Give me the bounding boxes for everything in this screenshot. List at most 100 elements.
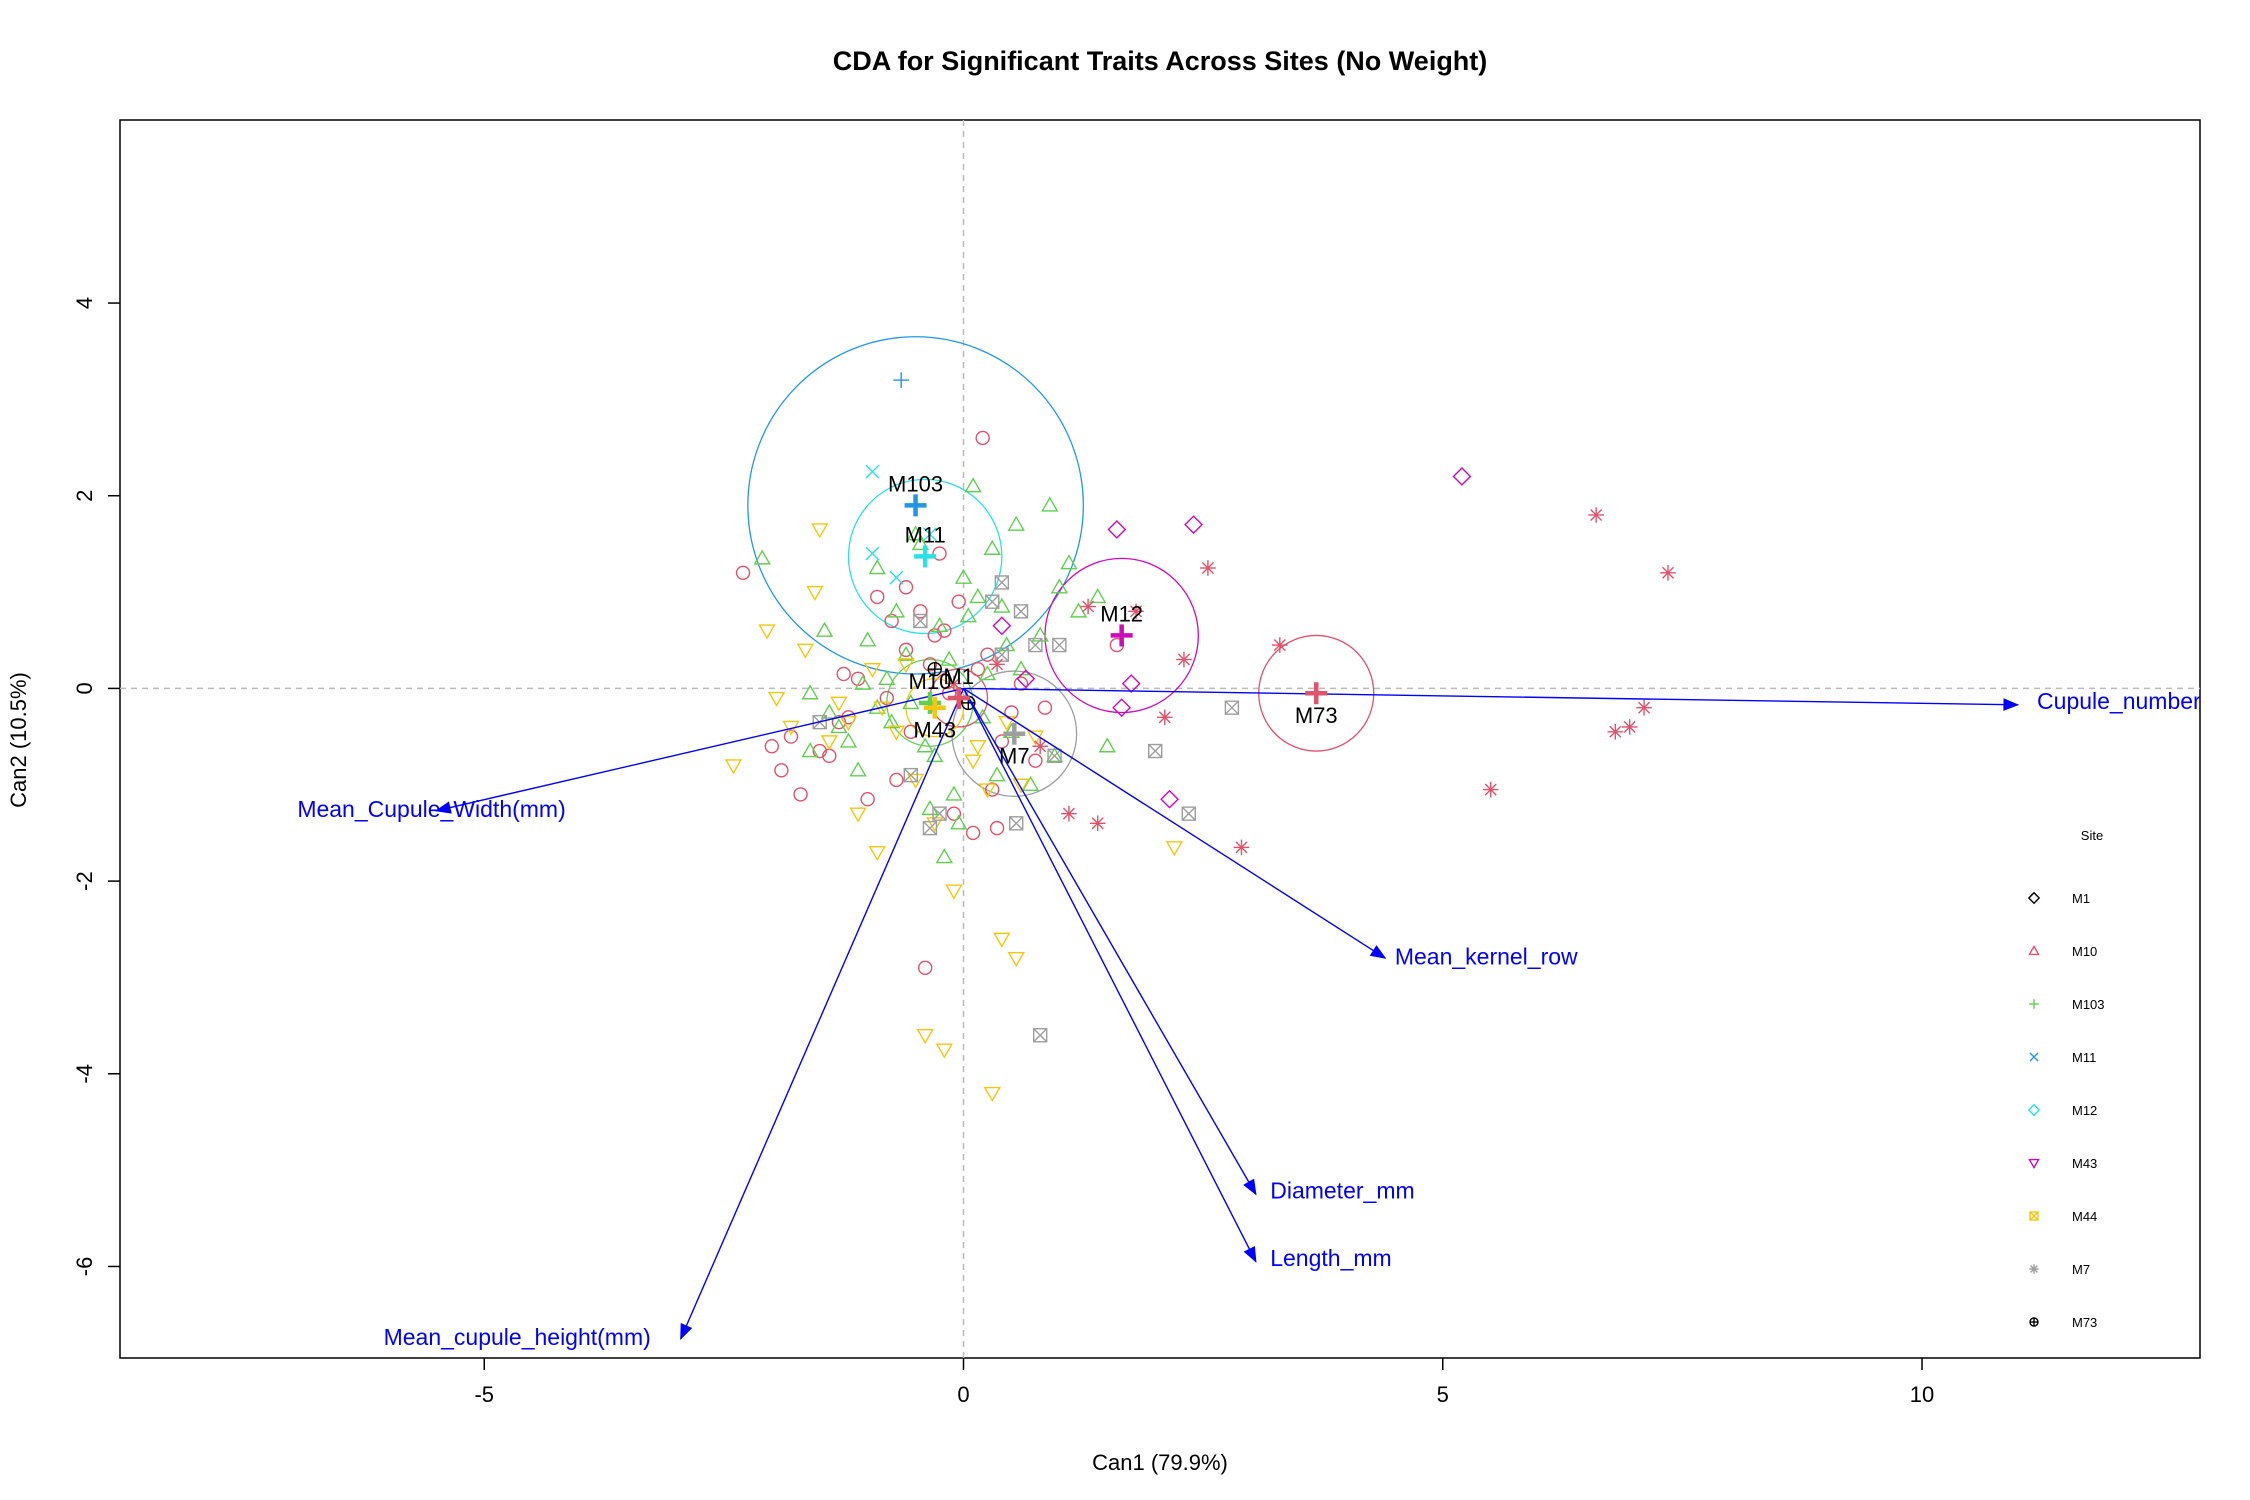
point-m7: [1061, 805, 1077, 822]
point-m10: [954, 568, 973, 584]
point-m10: [988, 766, 1006, 782]
plot-frame: [119, 119, 2201, 1359]
legend-label: M73: [2072, 1315, 2097, 1330]
point-m10: [945, 785, 963, 801]
vector-line: [962, 688, 1257, 1195]
x-tick-label: -5: [474, 1382, 494, 1407]
point-m1: [913, 604, 928, 619]
vector-label: Cupule_number: [2037, 688, 2201, 714]
point-m7: [1272, 637, 1288, 653]
point-m10: [969, 588, 987, 604]
legend-label: M44: [2072, 1209, 2097, 1224]
point-m44: [1148, 743, 1163, 759]
point-m44: [1013, 604, 1029, 619]
legend-symbol: [2027, 891, 2041, 905]
point-m1: [917, 960, 933, 976]
point-m43: [887, 725, 906, 741]
point-m1: [836, 666, 851, 682]
confidence-circle-m7: [951, 670, 1078, 797]
point-m7: [989, 656, 1005, 673]
point-m7: [1176, 651, 1192, 668]
point-m43: [897, 658, 915, 674]
point-m7: [1080, 598, 1096, 615]
group-mean-marker: [923, 696, 946, 719]
group-mean-marker: [947, 687, 970, 710]
legend-symbol: [2028, 944, 2040, 956]
vector-arrowhead: [2003, 698, 2020, 711]
point-m10: [1007, 515, 1025, 531]
point-m1: [927, 628, 942, 643]
point-m44: [913, 613, 928, 629]
legend-label: M43: [2072, 1156, 2097, 1171]
legend-label: M103: [2072, 997, 2105, 1012]
legend-label: M12: [2072, 1103, 2097, 1118]
group-mean-label: M1: [943, 664, 974, 689]
point-m1: [1013, 676, 1029, 691]
group-mean-marker: [1110, 624, 1133, 647]
vector-arrowhead: [1243, 1178, 1257, 1196]
group-mean-marker: [1305, 682, 1328, 705]
point-m44: [1181, 806, 1196, 821]
point-m1: [783, 729, 799, 744]
point-m10: [878, 669, 896, 686]
vector-label: Mean_cupule_height(mm): [384, 1324, 651, 1350]
point-m44: [1052, 637, 1067, 653]
point-m7: [1588, 507, 1604, 523]
point-m44: [994, 575, 1010, 590]
legend-label: M7: [2072, 1262, 2090, 1277]
point-m43: [863, 662, 882, 679]
point-m10: [906, 525, 925, 541]
point-m44: [1009, 816, 1024, 831]
point-m43: [1012, 778, 1030, 794]
point-m10: [983, 539, 1001, 555]
point-m44: [1032, 1028, 1048, 1043]
point-m44: [985, 594, 1000, 609]
point-m7: [1621, 719, 1638, 735]
point-m43: [916, 1029, 934, 1045]
legend-label: M11: [2072, 1050, 2096, 1065]
point-m43: [969, 740, 987, 756]
point-m7: [1233, 839, 1250, 856]
point-m10: [839, 732, 858, 748]
vector-line: [680, 688, 965, 1340]
vector-label: Mean_Cupule_Width(mm): [297, 796, 565, 822]
point-m43: [1007, 951, 1025, 968]
point-m10: [801, 684, 819, 700]
vector-label: Mean_kernel_row: [1395, 943, 1578, 969]
point-m1: [922, 657, 938, 672]
point-m10: [911, 535, 930, 551]
point-m7: [1636, 699, 1652, 716]
point-m43: [993, 932, 1011, 948]
point-m10: [950, 814, 968, 830]
point-m10: [1098, 737, 1116, 753]
point-m10: [921, 799, 939, 816]
point-m11: [889, 570, 904, 585]
point-m1: [903, 724, 918, 739]
point-m7: [1660, 565, 1676, 581]
point-m12: [1184, 515, 1203, 535]
vector-line: [963, 687, 1386, 959]
point-m10: [1041, 496, 1059, 512]
axes-layer: -5 0 5 10 -6 -4 -2 0 2 4: [72, 119, 2201, 1407]
point-m1: [879, 690, 895, 706]
point-m10: [935, 848, 954, 864]
vector-label: Diameter_mm: [1270, 1177, 1414, 1203]
point-m10: [940, 650, 958, 666]
group-mean-label: M73: [1295, 703, 1338, 728]
group-mean-label: M12: [1100, 601, 1143, 626]
point-m10: [858, 631, 877, 647]
point-m1: [793, 787, 808, 802]
point-m10: [1045, 746, 1064, 763]
point-m43: [1165, 841, 1184, 857]
point-m1: [1028, 753, 1043, 768]
point-m43: [820, 735, 838, 751]
point-m10: [868, 559, 886, 575]
point-m10: [887, 602, 906, 618]
y-tick-label: 0: [72, 682, 97, 694]
y-axis-label: Can2 (10.5%): [6, 672, 31, 808]
point-m43: [868, 845, 886, 862]
confidence-circle-m103: [747, 336, 1084, 675]
point-m43: [945, 884, 963, 900]
point-m44: [903, 767, 918, 783]
